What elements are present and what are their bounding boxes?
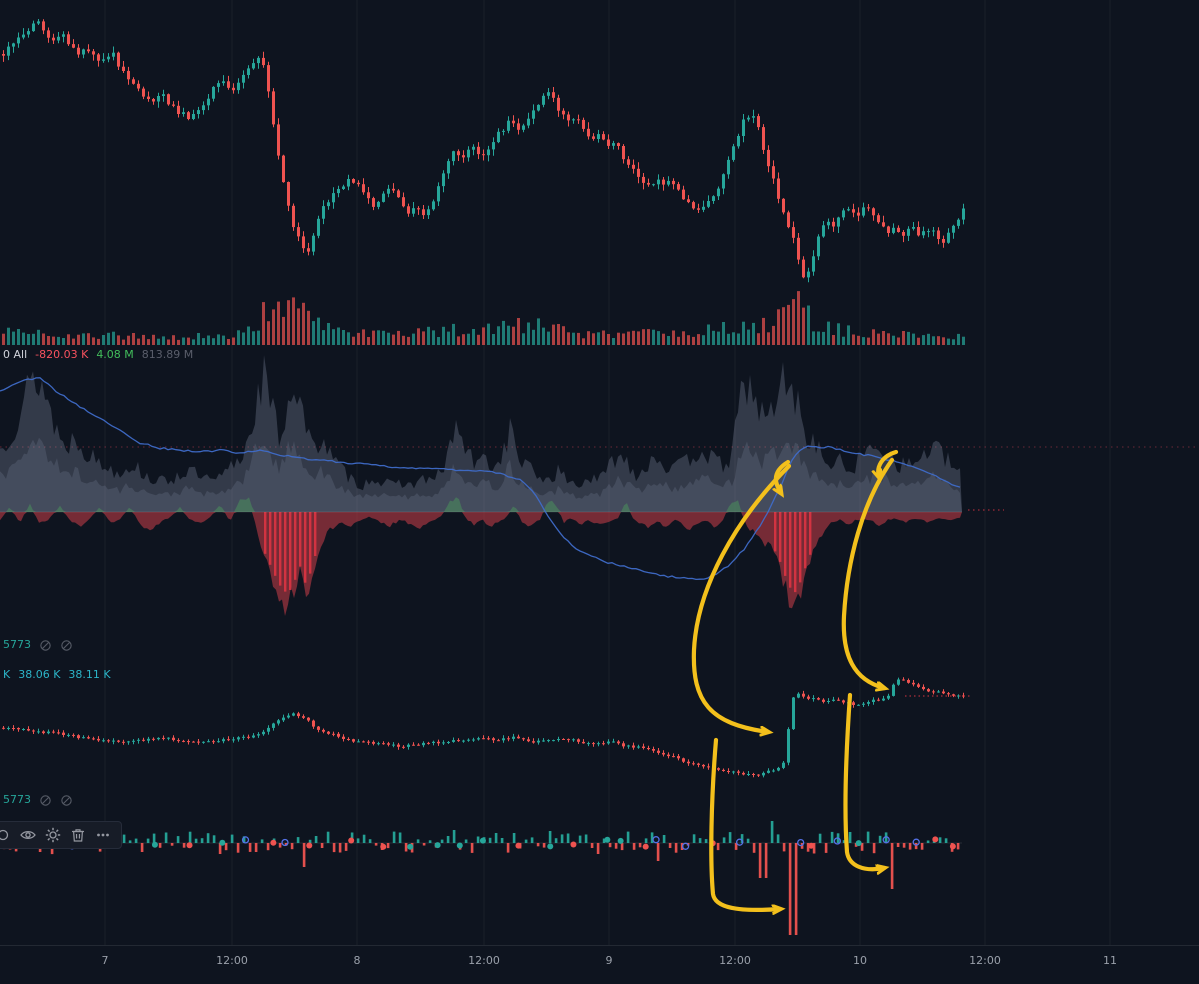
trade-marker-dot (856, 840, 862, 846)
time-axis-label[interactable]: 9 (587, 954, 631, 967)
trade-marker-dot (515, 843, 521, 849)
price-legend: 0 All -820.03 K 4.08 M 813.89 M (3, 348, 193, 362)
trade-marker-dot (270, 840, 276, 846)
trade-marker-dot (480, 838, 486, 844)
indicator2-val-2: 38.06 K (18, 668, 60, 682)
trade-marker-dot (950, 843, 956, 849)
delta-bars-panel (0, 821, 962, 935)
cvd-candles (2, 677, 972, 777)
time-axis-label[interactable]: 7 (83, 954, 127, 967)
trade-marker-dot (407, 844, 413, 850)
indicator2-values-row: K 38.06 K 38.11 K (3, 668, 111, 682)
time-axis[interactable]: 7 12:00 8 12:00 9 12:00 10 12:00 11 (0, 945, 1199, 984)
slash-circle-icon[interactable] (60, 639, 73, 652)
delta-negative-area (0, 512, 962, 616)
time-axis-label[interactable]: 8 (335, 954, 379, 967)
price-legend-left: 0 All (3, 348, 27, 362)
indicator2-val-3: 38.11 K (68, 668, 110, 682)
indicator3-value: 5773 (3, 793, 31, 807)
price-legend-total-value: 813.89 M (142, 348, 193, 362)
trade-marker-dot (306, 843, 312, 849)
price-legend-positive-value: 4.08 M (96, 348, 133, 362)
trade-marker-dot (570, 842, 576, 848)
slash-circle-icon[interactable] (39, 794, 52, 807)
indicator2-value: 5773 (3, 638, 31, 652)
slash-circle-icon[interactable] (60, 794, 73, 807)
indicator2-legend: 5773 (3, 638, 73, 652)
trade-marker-dot (643, 844, 649, 850)
slash-circle-icon[interactable] (39, 639, 52, 652)
trade-marker-dot (152, 842, 158, 848)
trade-marker-dot (710, 840, 716, 846)
time-axis-label[interactable]: 12:00 (963, 954, 1007, 967)
partial-circle-icon[interactable] (0, 826, 12, 844)
trade-marker-dot (604, 837, 610, 843)
trash-icon[interactable] (69, 826, 87, 844)
trade-marker-dot (435, 842, 441, 848)
time-axis-label[interactable]: 12:00 (210, 954, 254, 967)
trade-marker-dot (547, 843, 553, 849)
gear-icon[interactable] (44, 826, 62, 844)
trade-marker-dot (932, 836, 938, 842)
trade-marker-dot (348, 838, 354, 844)
time-axis-label[interactable]: 10 (838, 954, 882, 967)
time-axis-label[interactable]: 11 (1088, 954, 1132, 967)
trade-marker-dot (187, 842, 193, 848)
indicator2-val-1: K (3, 668, 10, 682)
indicator-toolbar (0, 821, 122, 849)
trade-marker-ring (683, 843, 689, 849)
trade-marker-ring (653, 837, 659, 843)
eye-icon[interactable] (19, 826, 37, 844)
trade-marker-dot (380, 844, 386, 850)
trade-marker-dot (808, 843, 814, 849)
volume-indicator-panel (0, 355, 1004, 616)
price-legend-negative-value: -820.03 K (35, 348, 88, 362)
time-axis-label[interactable]: 12:00 (462, 954, 506, 967)
more-options-icon[interactable] (94, 826, 112, 844)
trade-marker-dot (219, 840, 225, 846)
time-axis-label[interactable]: 12:00 (713, 954, 757, 967)
trade-marker-dot (618, 838, 624, 844)
indicator3-legend: 5773 (3, 793, 73, 807)
trade-marker-dot (457, 843, 463, 849)
